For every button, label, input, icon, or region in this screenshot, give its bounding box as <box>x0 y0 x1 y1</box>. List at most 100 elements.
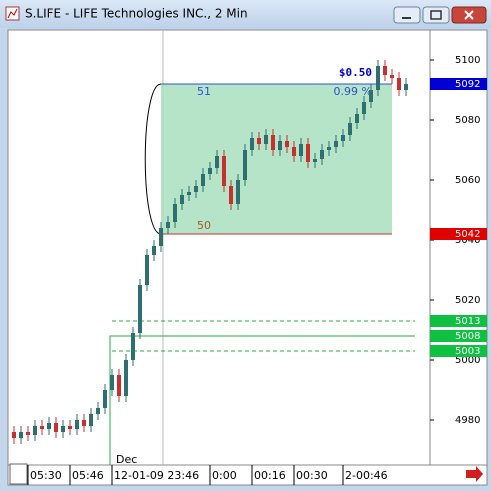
candle-body <box>12 432 16 438</box>
candle-body <box>82 420 86 426</box>
candle-body <box>243 150 247 180</box>
x-tick-label: 12-01-09 23:46 <box>114 469 199 482</box>
candle-body <box>180 195 184 204</box>
candle-body <box>355 114 359 123</box>
candle-body <box>362 102 366 114</box>
candle-body <box>341 135 345 141</box>
window-title: S.LIFE - LIFE Technologies INC., 2 Min <box>25 7 248 21</box>
candle-body <box>26 432 30 435</box>
y-tick-label: 5060 <box>455 175 480 186</box>
candle-body <box>292 147 296 156</box>
candle-body <box>236 180 240 204</box>
price-marker-label: 5042 <box>455 229 480 240</box>
y-tick-label: 5100 <box>455 55 480 66</box>
measure-change: $0.50 <box>339 66 372 79</box>
date-marker: Dec <box>116 453 137 466</box>
candle-body <box>159 228 163 246</box>
candle-body <box>103 390 107 408</box>
candle-body <box>75 420 79 429</box>
y-tick-label: 4980 <box>455 415 480 426</box>
candle-body <box>285 141 289 147</box>
candle-body <box>271 135 275 150</box>
candle-body <box>320 150 324 159</box>
x-tick-label: 2-00:46 <box>345 469 388 482</box>
measure-bracket <box>144 83 162 235</box>
price-marker-label: 5008 <box>455 331 480 342</box>
candle-body <box>173 204 177 222</box>
scroll-arrow[interactable] <box>466 466 483 482</box>
candle-body <box>299 144 303 156</box>
x-tick-label: 0:00 <box>212 469 237 482</box>
candle-body <box>201 174 205 186</box>
candle-body <box>96 408 100 414</box>
x-tick-label: 05:46 <box>72 469 104 482</box>
candle-body <box>250 138 254 150</box>
y-tick-label: 5020 <box>455 295 480 306</box>
candle-body <box>390 75 394 78</box>
candle-body <box>187 192 191 195</box>
candle-body <box>166 222 170 228</box>
app-icon-glyph <box>7 8 18 19</box>
x-tick-label: 00:16 <box>254 469 286 482</box>
candle-body <box>54 423 58 432</box>
corner-box <box>9 463 28 485</box>
candle-body <box>376 66 380 90</box>
candle-body <box>194 186 198 192</box>
candle-body <box>264 135 268 144</box>
candle-body <box>110 375 114 390</box>
minimize-button[interactable] <box>393 6 421 24</box>
candle-body <box>68 426 72 429</box>
candle-body <box>404 84 408 90</box>
candle-body <box>131 333 135 360</box>
candle-body <box>278 141 282 150</box>
measure-bars-top: 51 <box>197 85 211 98</box>
candle-body <box>47 423 51 429</box>
candle-body <box>369 90 373 102</box>
candle-body <box>117 375 121 396</box>
price-marker-label: 5092 <box>455 79 480 90</box>
candle-body <box>334 141 338 147</box>
candle-body <box>257 138 261 144</box>
candle-body <box>222 156 226 186</box>
price-marker <box>430 228 487 240</box>
candle-body <box>33 426 37 435</box>
x-tick-label: 00:30 <box>296 469 328 482</box>
candle-body <box>397 78 401 90</box>
time-axis <box>7 464 488 486</box>
y-tick-label: 5080 <box>455 115 480 126</box>
y-tick-label: 5040 <box>455 235 480 246</box>
price-marker <box>430 78 487 90</box>
candle-body <box>348 123 352 135</box>
candle-body <box>89 414 93 426</box>
candle-body <box>229 186 233 204</box>
price-marker <box>430 345 487 357</box>
price-marker-label: 5013 <box>455 316 480 327</box>
measure-box <box>161 84 392 234</box>
candle-body <box>40 426 44 429</box>
candle-body <box>208 168 212 174</box>
maximize-glyph <box>430 10 442 20</box>
level-step <box>109 335 120 465</box>
maximize-button[interactable] <box>422 6 450 24</box>
candle-body <box>215 156 219 168</box>
close-glyph <box>464 10 474 20</box>
candle-body <box>383 66 387 75</box>
candle-body <box>313 159 317 162</box>
price-marker-label: 5003 <box>455 346 480 357</box>
candle-body <box>145 255 149 285</box>
price-marker <box>430 315 487 327</box>
y-tick-label: 5000 <box>455 355 480 366</box>
candle-body <box>138 285 142 333</box>
x-tick-label: 05:30 <box>30 469 62 482</box>
price-marker <box>430 330 487 342</box>
candle-body <box>124 360 128 396</box>
measure-percent: 0.99 % <box>334 85 372 98</box>
measure-bars-bottom: 50 <box>197 219 211 232</box>
price-axis <box>429 29 488 466</box>
candle-body <box>19 432 23 438</box>
candle-body <box>306 144 310 162</box>
candle-body <box>152 246 156 255</box>
candle-body <box>327 147 331 150</box>
candle-body <box>61 426 65 432</box>
